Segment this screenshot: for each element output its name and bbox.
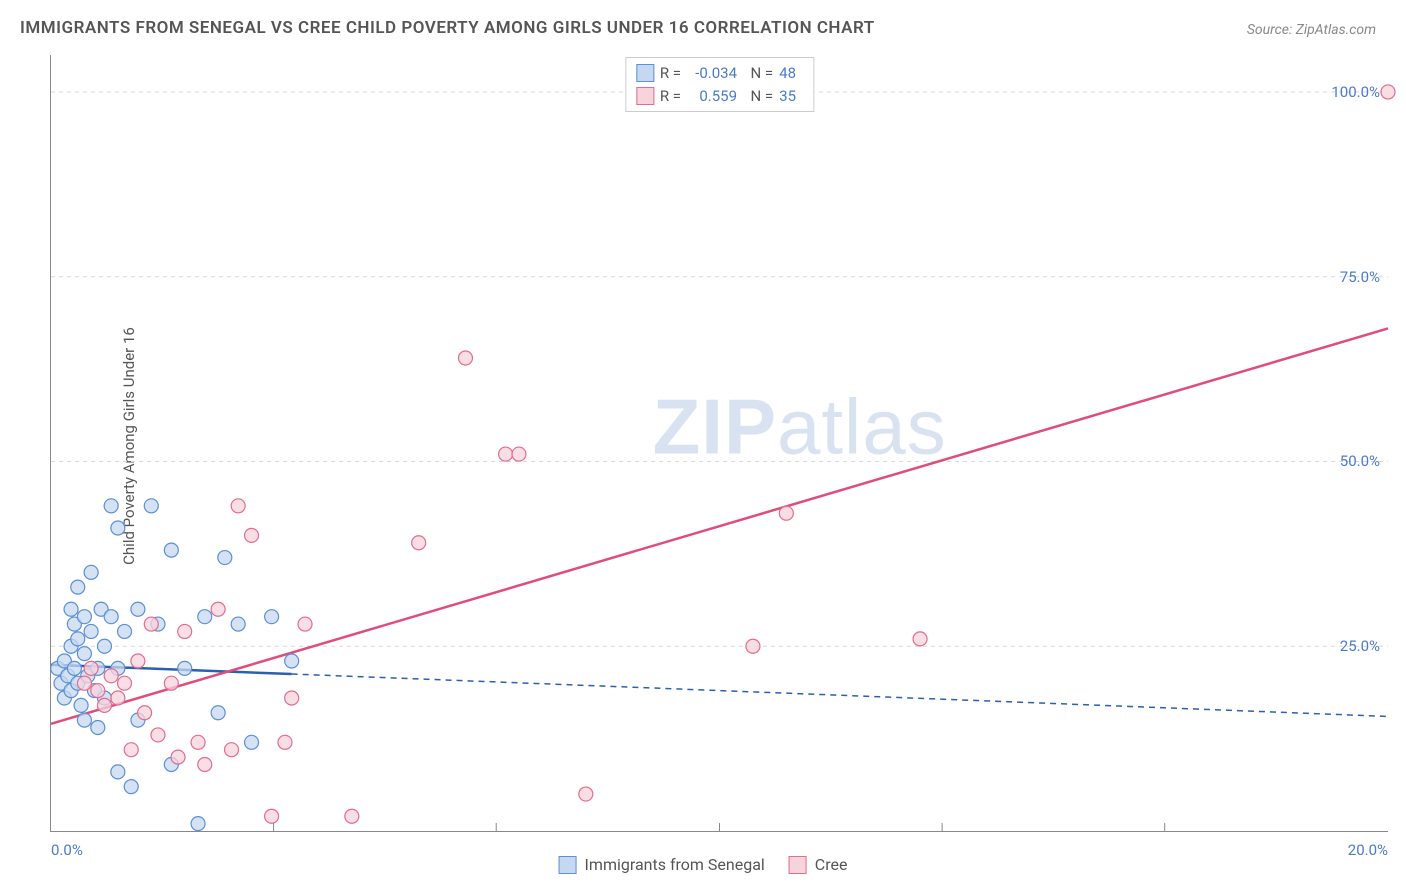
x-tick-label: 20.0% xyxy=(1348,841,1388,859)
bottom-legend-cree: Cree xyxy=(789,855,848,874)
y-tick-label: 75.0% xyxy=(1340,268,1380,286)
n-value-cree: 35 xyxy=(779,85,803,108)
bottom-legend-senegal-label: Immigrants from Senegal xyxy=(585,855,765,874)
swatch-senegal xyxy=(636,64,654,82)
y-tick-label: 50.0% xyxy=(1340,452,1380,470)
bottom-legend-senegal: Immigrants from Senegal xyxy=(559,855,765,874)
chart-container: IMMIGRANTS FROM SENEGAL VS CREE CHILD PO… xyxy=(0,0,1406,892)
n-value-senegal: 48 xyxy=(779,62,803,85)
swatch-cree-icon xyxy=(789,856,807,874)
plot-svg xyxy=(51,55,1388,831)
chart-source: Source: ZipAtlas.com xyxy=(1247,22,1376,38)
legend-row-senegal: R = -0.034 N = 48 xyxy=(636,62,803,85)
swatch-cree xyxy=(636,87,654,105)
r-value-cree: 0.559 xyxy=(687,85,737,108)
correlation-legend: R = -0.034 N = 48 R = 0.559 N = 35 xyxy=(625,57,814,112)
bottom-legend-cree-label: Cree xyxy=(815,855,848,874)
bottom-legend: Immigrants from Senegal Cree xyxy=(559,855,848,874)
r-value-senegal: -0.034 xyxy=(687,62,737,85)
y-tick-label: 100.0% xyxy=(1331,83,1380,101)
chart-title: IMMIGRANTS FROM SENEGAL VS CREE CHILD PO… xyxy=(20,18,875,38)
legend-row-cree: R = 0.559 N = 35 xyxy=(636,85,803,108)
x-tick-label: 0.0% xyxy=(51,841,83,859)
swatch-senegal-icon xyxy=(559,856,577,874)
y-tick-label: 25.0% xyxy=(1340,637,1380,655)
plot-area: ZIPatlas R = -0.034 N = 48 R = 0.559 N =… xyxy=(50,55,1388,832)
